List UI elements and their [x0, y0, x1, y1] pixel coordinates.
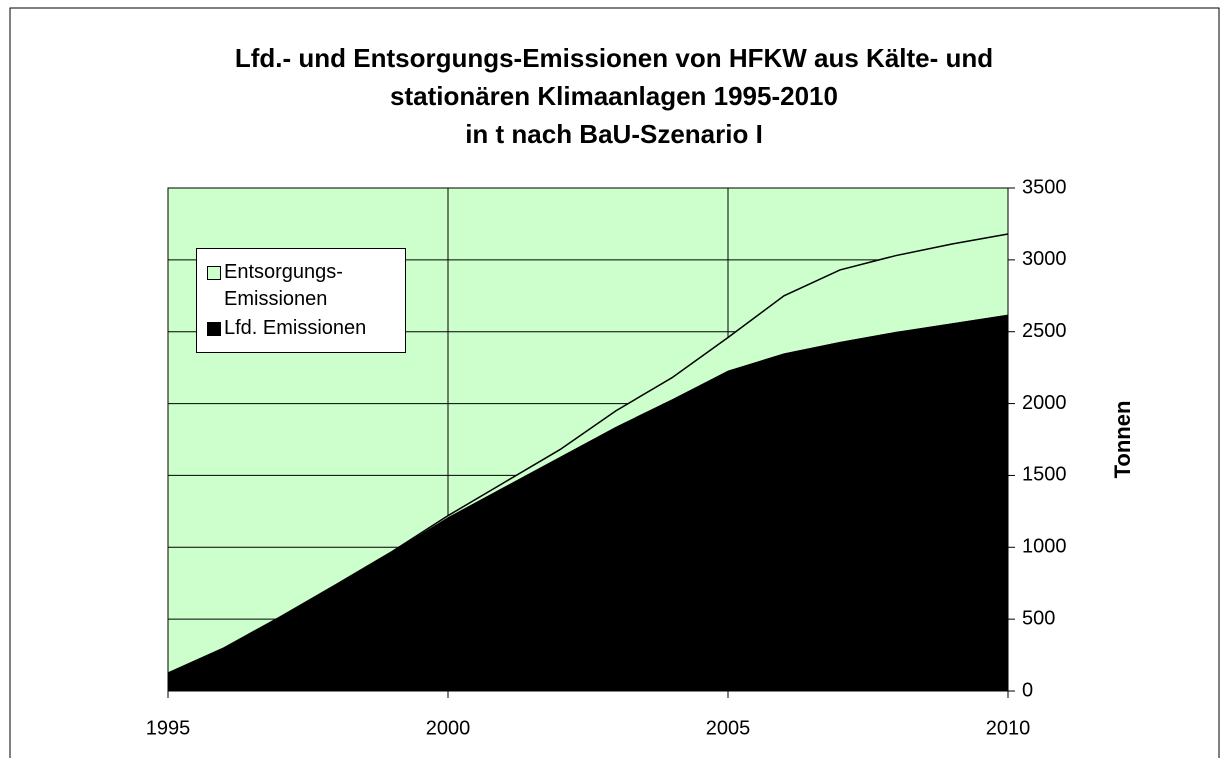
y-tick-label: 0: [1022, 679, 1033, 701]
y-axis-label: Tonnen: [1110, 401, 1135, 479]
x-tick-label: 2010: [986, 717, 1031, 739]
legend-item: Entsorgungs-Emissionen: [207, 259, 397, 313]
x-tick-label: 2005: [706, 717, 751, 739]
y-tick-label: 3500: [1022, 176, 1067, 198]
y-tick-label: 1500: [1022, 464, 1067, 486]
x-tick-label: 1995: [146, 717, 191, 739]
legend-label: Entsorgungs-Emissionen: [224, 261, 343, 310]
legend-swatch: [207, 266, 221, 280]
legend-item: Lfd. Emissionen: [207, 315, 397, 342]
legend: Entsorgungs-Emissionen Lfd. Emissionen: [196, 248, 406, 353]
x-tick-label: 2000: [426, 717, 471, 739]
legend-swatch: [207, 322, 221, 336]
plot-border: [167, 187, 1009, 692]
chart-title: Lfd.- und Entsorgungs-Emissionen von HFK…: [235, 43, 993, 73]
y-tick-label: 3000: [1022, 248, 1067, 270]
y-tick-label: 2000: [1022, 392, 1067, 414]
y-tick-label: 1000: [1022, 536, 1067, 558]
area: [168, 314, 1008, 691]
y-tick-label: 500: [1022, 607, 1055, 629]
legend-label: Lfd. Emissionen: [224, 317, 367, 339]
area: [168, 233, 1008, 674]
chart-title: in t nach BaU-Szenario I: [465, 119, 763, 149]
chart-title: stationären Klimaanlagen 1995-2010: [390, 81, 838, 111]
y-tick-label: 2500: [1022, 320, 1067, 342]
area-top-line: [167, 233, 1009, 674]
